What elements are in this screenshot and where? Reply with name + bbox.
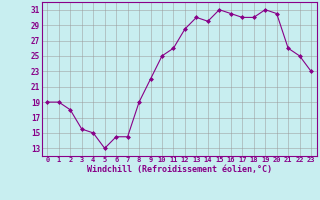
X-axis label: Windchill (Refroidissement éolien,°C): Windchill (Refroidissement éolien,°C) — [87, 165, 272, 174]
